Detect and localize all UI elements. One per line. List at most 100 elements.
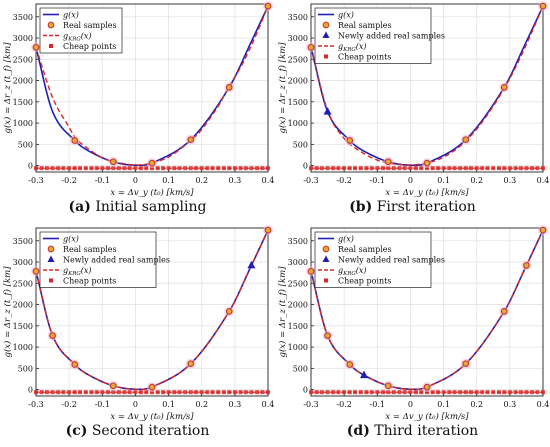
cheap-point: [441, 166, 446, 171]
cheap-point: [72, 166, 77, 171]
legend-square: [49, 44, 53, 48]
legend-label: g(x): [338, 235, 354, 244]
y-tick-label: 3000: [13, 34, 33, 43]
real-sample: [423, 383, 431, 391]
real-sample: [148, 159, 156, 167]
real-sample: [500, 308, 508, 315]
cheap-point: [177, 390, 182, 395]
cheap-point: [243, 390, 248, 395]
plot-frame: [35, 227, 269, 397]
caption-b-tag: (b): [349, 199, 373, 215]
y-tick-label: 0: [303, 162, 308, 171]
cheap-point: [100, 166, 105, 171]
cheap-point: [155, 390, 160, 395]
y-tick-label: 2500: [288, 55, 308, 64]
cheap-point: [491, 166, 496, 171]
legend-label: g(x): [63, 235, 79, 244]
cheap-point: [249, 390, 254, 395]
cheap-point: [386, 166, 391, 171]
x-tick-label: 0: [408, 400, 413, 409]
legend-label: gKRG(x): [63, 266, 92, 277]
cheap-point: [402, 166, 407, 171]
y-tick-label: 0: [28, 386, 33, 395]
caption-d-text: Third iteration: [374, 423, 479, 439]
y-tick-label: 1500: [13, 322, 33, 331]
cheap-point: [408, 390, 413, 395]
x-tick-label: 0.4: [262, 176, 275, 185]
cheap-point: [221, 166, 226, 171]
cheap-point: [347, 166, 352, 171]
legend-label: Cheap points: [338, 277, 391, 286]
x-tick-label: -0.2: [61, 400, 76, 409]
x-tick-label: -0.1: [95, 400, 110, 409]
caption-a: (a) Initial sampling: [0, 199, 275, 215]
cheap-point: [452, 166, 457, 171]
cheap-point: [474, 390, 479, 395]
x-tick-label: -0.2: [336, 400, 351, 409]
cheap-point: [232, 390, 237, 395]
legend-box: [314, 7, 432, 64]
y-tick-label: 500: [293, 140, 308, 149]
cheap-point: [513, 390, 518, 395]
cheap-point: [380, 166, 385, 171]
cheap-point: [391, 390, 396, 395]
cheap-point: [463, 166, 468, 171]
y-tick-label: 1000: [288, 343, 308, 352]
real-sample: [539, 2, 547, 10]
cheap-point: [34, 166, 38, 171]
cheap-point: [221, 390, 226, 395]
cheap-point: [507, 166, 512, 171]
legend-square: [324, 278, 328, 283]
real-sample: [462, 136, 470, 144]
real-sample: [539, 226, 547, 234]
cheap-point: [205, 166, 210, 171]
real-sample: [32, 44, 40, 51]
y-tick-label: 3000: [13, 258, 33, 267]
cheap-point: [358, 390, 363, 395]
chart-a: -0.3 -0.2 -0.1 0 0.1 0.2 0.3 0.4 0 500 1000 1500 200…: [2, 1, 275, 198]
cheap-point: [34, 390, 38, 395]
real-sample: [384, 382, 392, 390]
y-tick-label: 0: [28, 162, 33, 171]
real-sample: [225, 308, 233, 315]
legend-label: gKRG(x): [63, 32, 92, 43]
cheap-point: [441, 390, 446, 395]
cheap-point: [309, 166, 313, 171]
cheap-point: [419, 390, 424, 395]
cheap-point: [155, 166, 160, 171]
real-sample: [307, 44, 315, 51]
cheap-point: [166, 166, 171, 171]
new-sample: [360, 370, 369, 379]
cheap-point: [430, 166, 435, 171]
x-tick-label: -0.2: [336, 176, 351, 185]
real-sample: [324, 332, 331, 339]
x-tick-label: 0.3: [228, 176, 241, 185]
cheap-point: [260, 166, 265, 171]
y-tick-label: 3500: [13, 237, 33, 246]
legend-box: [39, 7, 123, 54]
cheap-point: [100, 390, 105, 395]
legend-label: gKRG(x): [338, 42, 367, 53]
cheap-point: [249, 166, 254, 171]
cheap-point: [402, 390, 407, 395]
legend-label: Newly added real samples: [63, 256, 170, 265]
caption-c-text: Second iteration: [91, 423, 210, 439]
y-tick-label: 1500: [13, 98, 33, 107]
cheap-point: [458, 390, 463, 395]
cheap-point: [44, 390, 49, 395]
cheap-point: [127, 390, 132, 395]
x-tick-label: -0.3: [303, 400, 318, 409]
caption-b: (b) First iteration: [275, 199, 550, 215]
cheap-point: [56, 390, 61, 395]
y-axis-label: g(x) = Δr_z (t_f) [km]: [277, 266, 288, 358]
x-tick-label: 0.4: [537, 400, 550, 409]
legend-label: Cheap points: [63, 277, 116, 286]
cheap-point: [160, 166, 165, 171]
cheap-point: [94, 166, 99, 171]
cheap-point: [469, 166, 474, 171]
real-sample: [71, 137, 79, 144]
cheap-point: [535, 390, 540, 395]
x-tick-label: 0.1: [162, 400, 175, 409]
cheap-point: [183, 166, 188, 171]
cheap-point: [452, 390, 457, 395]
